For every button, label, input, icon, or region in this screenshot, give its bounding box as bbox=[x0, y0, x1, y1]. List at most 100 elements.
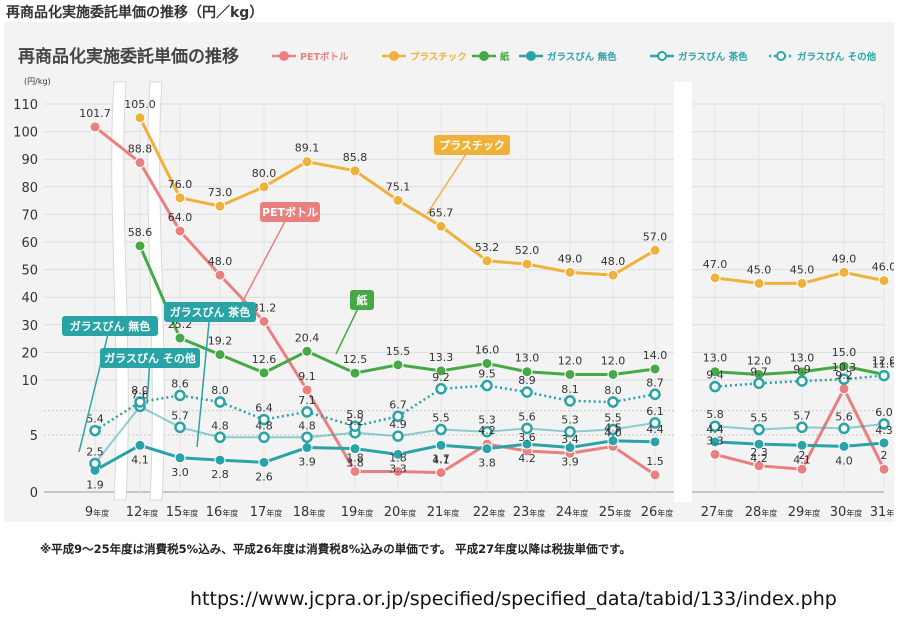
data-label: 9.9 bbox=[793, 363, 811, 376]
data-label: 4.2 bbox=[478, 424, 496, 437]
source-url[interactable]: https://www.jcpra.or.jp/specified/specif… bbox=[190, 588, 837, 610]
data-label: 5.6 bbox=[835, 410, 853, 423]
data-label: 45.0 bbox=[747, 263, 772, 276]
callout-paper-text: 紙 bbox=[357, 293, 368, 307]
data-point bbox=[392, 359, 404, 371]
data-label: 9.7 bbox=[750, 365, 768, 378]
y-tick-label: 20 bbox=[21, 346, 38, 361]
data-point bbox=[392, 448, 404, 460]
data-label: 5.6 bbox=[518, 410, 536, 423]
data-label: 9.5 bbox=[478, 368, 496, 381]
data-label: 15.0 bbox=[832, 346, 857, 359]
legend-label-6: ガラスびん その他 bbox=[797, 51, 877, 63]
y-tick-label: 110 bbox=[13, 98, 38, 113]
callout-glass-brown-box bbox=[164, 302, 256, 322]
data-point bbox=[134, 240, 146, 252]
x-tick-label: 17年度 bbox=[250, 505, 283, 520]
data-point bbox=[174, 225, 186, 237]
y-tick-label: 5 bbox=[30, 429, 38, 444]
data-label: 12.0 bbox=[558, 354, 583, 367]
data-point bbox=[481, 357, 493, 369]
data-label: 3.4 bbox=[561, 433, 579, 446]
data-point bbox=[564, 442, 576, 454]
x-tick-label: 29年度 bbox=[788, 505, 821, 520]
data-point bbox=[392, 465, 404, 477]
y-tick-label: 50 bbox=[21, 264, 38, 279]
data-label: 8.0 bbox=[131, 384, 149, 397]
data-label: 75.1 bbox=[386, 180, 411, 193]
data-label: 5.7 bbox=[171, 409, 189, 422]
data-point bbox=[214, 454, 226, 466]
x-tick-label: 24年度 bbox=[556, 505, 589, 520]
x-tick-label: 23年度 bbox=[513, 505, 546, 520]
data-label: 8.7 bbox=[646, 376, 664, 389]
data-point bbox=[301, 156, 313, 168]
data-label: 4.9 bbox=[389, 418, 407, 431]
data-label: 9.4 bbox=[706, 369, 724, 382]
data-label: 12.5 bbox=[343, 353, 368, 366]
data-point bbox=[709, 448, 721, 460]
data-point bbox=[349, 443, 361, 455]
data-point bbox=[481, 425, 493, 438]
data-label: 4.4 bbox=[706, 423, 724, 436]
data-point bbox=[392, 430, 404, 442]
data-label: 8.1 bbox=[561, 383, 579, 396]
data-point bbox=[435, 423, 447, 436]
x-tick-label: 26年度 bbox=[641, 505, 674, 520]
data-point bbox=[607, 435, 619, 447]
footnote: ※平成9〜25年度は消費税5%込み、平成26年度は消費税8%込みの単価です。 平… bbox=[40, 542, 631, 556]
data-point bbox=[878, 463, 890, 475]
data-point bbox=[564, 425, 576, 438]
data-label: 53.2 bbox=[475, 241, 500, 254]
data-point bbox=[258, 367, 270, 379]
legend-marker-3 bbox=[479, 51, 489, 61]
data-point bbox=[214, 349, 226, 361]
data-point bbox=[649, 363, 661, 375]
y-tick-label: 60 bbox=[21, 236, 38, 251]
data-label: 9.1 bbox=[298, 370, 316, 383]
callout-plastic-box bbox=[434, 135, 510, 155]
data-label: 8.0 bbox=[604, 384, 622, 397]
data-label: 7.6 bbox=[131, 388, 149, 401]
data-label: 6.4 bbox=[255, 402, 273, 415]
data-label: 2.5 bbox=[86, 446, 104, 459]
data-label: 49.0 bbox=[558, 252, 583, 265]
legend-marker-5 bbox=[657, 51, 667, 61]
data-point bbox=[349, 165, 361, 177]
x-tick-label: 18年度 bbox=[293, 505, 326, 520]
callout-pet-box bbox=[260, 202, 320, 222]
data-label: 2.6 bbox=[255, 470, 273, 483]
data-label: 13.0 bbox=[703, 352, 728, 365]
data-label: 4.5 bbox=[604, 422, 622, 435]
data-label: 1.9 bbox=[86, 478, 104, 491]
data-label: 1.8 bbox=[389, 451, 407, 464]
data-label: 10.3 bbox=[832, 361, 857, 374]
data-point bbox=[838, 373, 850, 385]
legend-label-1: PETボトル bbox=[300, 51, 349, 63]
callout-glass-clear-text: ガラスびん 無色 bbox=[70, 319, 151, 333]
x-tick-label: 21年度 bbox=[427, 505, 460, 520]
data-label: 13.0 bbox=[790, 352, 815, 365]
data-label: 58.6 bbox=[128, 226, 153, 239]
data-label: 3.8 bbox=[346, 457, 364, 470]
data-label: 5.4 bbox=[86, 413, 104, 426]
data-label: 49.0 bbox=[832, 252, 857, 265]
callout-glass-clear-box bbox=[62, 316, 158, 336]
data-point bbox=[649, 244, 661, 256]
legend-marker-4 bbox=[526, 51, 536, 61]
callout-plastic-text: プラスチック bbox=[439, 138, 505, 152]
data-label: 46.0 bbox=[872, 261, 894, 274]
y-tick-label: 40 bbox=[21, 291, 38, 306]
data-point bbox=[214, 396, 226, 408]
data-point bbox=[134, 112, 146, 124]
data-label: 45.0 bbox=[790, 263, 815, 276]
data-label: 5.2 bbox=[346, 415, 364, 428]
y-tick-label: 70 bbox=[21, 208, 38, 223]
data-label: 8.6 bbox=[171, 377, 189, 390]
data-point bbox=[214, 269, 226, 281]
data-point bbox=[435, 467, 447, 479]
callout-glass-brown-leader bbox=[196, 311, 211, 448]
outer-title: 再商品化実施委託単価の推移（円／kg） bbox=[6, 5, 264, 21]
data-point bbox=[214, 431, 226, 444]
series-line-5-1 bbox=[94, 405, 656, 465]
